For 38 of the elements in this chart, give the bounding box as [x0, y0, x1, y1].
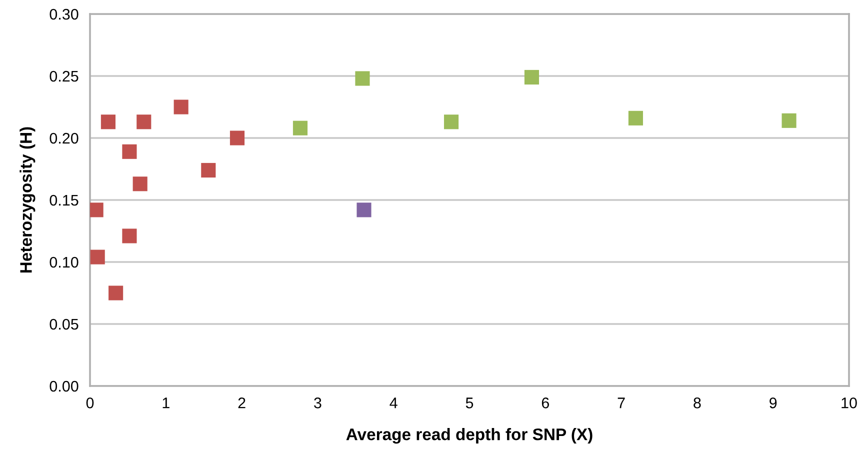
point [174, 100, 188, 114]
x-tick-label: 3 [314, 398, 322, 408]
x-tick-label: 0 [86, 398, 94, 408]
point [356, 202, 372, 218]
point [108, 286, 124, 300]
point [201, 162, 216, 178]
point [100, 114, 116, 130]
x-tick-label: 4 [390, 398, 398, 408]
point [132, 176, 148, 192]
point [122, 144, 137, 159]
x-tick-label: 6 [542, 398, 549, 408]
x-tick-label: 7 [618, 398, 625, 408]
x-tick-label: 2 [238, 398, 246, 408]
point [136, 114, 152, 130]
y-tick-label: 0.25 [50, 70, 78, 82]
y-tick-label: 0.20 [50, 132, 78, 144]
x-tick-label: 10 [842, 398, 857, 408]
point [782, 113, 796, 128]
x-tick-label: 9 [770, 398, 777, 408]
x-tick-label: 8 [694, 398, 701, 408]
point [444, 114, 459, 130]
point [230, 130, 245, 146]
y-tick-label: 0.10 [50, 256, 78, 268]
y-tick-label: 0.00 [50, 380, 78, 392]
point [355, 71, 370, 86]
y-tick-label: 0.05 [50, 318, 78, 330]
point [292, 120, 308, 136]
y-tick-label: 0.15 [50, 194, 78, 206]
y-axis-title: Heterozygosity (H) [20, 127, 36, 272]
x-axis-title: Average read depth for SNP (X) [346, 428, 592, 444]
point [628, 110, 644, 126]
point [90, 202, 104, 218]
x-tick-label: 5 [466, 398, 474, 408]
point [90, 250, 105, 264]
x-tick-label: 1 [162, 398, 170, 408]
y-tick-label: 0.30 [50, 8, 78, 20]
point [524, 70, 540, 85]
point [122, 228, 137, 244]
